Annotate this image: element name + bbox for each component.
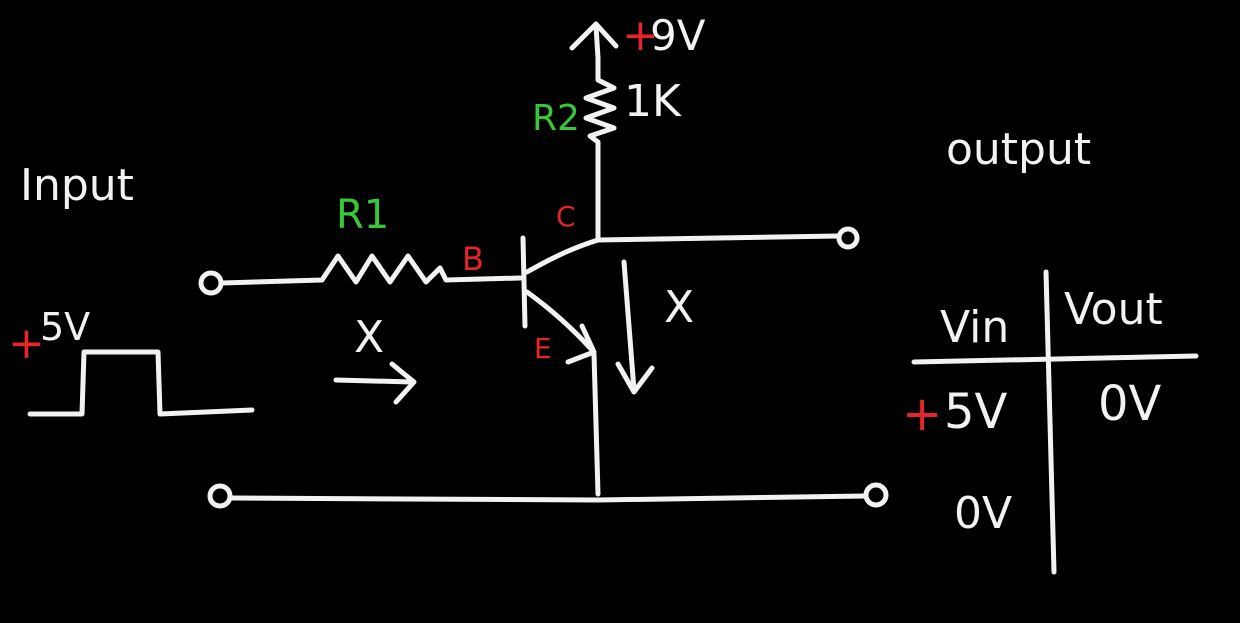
table-row2-vin: 0V xyxy=(954,488,1012,539)
table-header-vout: Vout xyxy=(1064,284,1163,335)
table-row1-vout: 0V xyxy=(1098,376,1162,432)
base-current-mark: X xyxy=(354,312,384,363)
ground-rail xyxy=(229,493,869,503)
output-terminal-bottom xyxy=(863,482,889,508)
table-row1-vin: 5V xyxy=(944,384,1008,440)
table-header-vin: Vin xyxy=(940,302,1009,353)
collector-label: C xyxy=(556,200,576,233)
r1-resistor xyxy=(219,253,523,286)
pulse-sign: + xyxy=(8,318,45,369)
collector-current-arrow xyxy=(615,259,655,395)
base-label: B xyxy=(462,240,484,278)
input-terminal-bottom xyxy=(207,483,233,509)
supply-sign: + xyxy=(622,10,659,61)
input-terminal-top xyxy=(198,270,224,296)
r2-label: R2 xyxy=(532,98,580,139)
table-vertical-line xyxy=(1043,269,1057,575)
output-terminal-top xyxy=(836,226,860,250)
emitter-label: E xyxy=(534,332,552,365)
input-label: Input xyxy=(20,160,134,211)
truth-table: Vin Vout + 5V 0V 0V xyxy=(902,269,1199,575)
r2-value-label: 1K xyxy=(624,76,682,127)
supply-arrow xyxy=(569,21,619,61)
pulse-label: 5V xyxy=(40,305,90,349)
npn-transistor xyxy=(520,235,601,497)
supply-label: 9V xyxy=(650,11,706,60)
output-wire xyxy=(595,233,841,243)
base-current-arrow xyxy=(333,361,417,405)
table-row1-vin-sign: + xyxy=(902,386,942,442)
output-label: output xyxy=(946,124,1091,175)
r1-label: R1 xyxy=(336,192,389,238)
table-horizontal-line xyxy=(911,353,1199,365)
input-pulse-waveform xyxy=(27,349,255,417)
collector-current-mark: X xyxy=(664,282,694,333)
r2-resistor xyxy=(583,55,617,241)
